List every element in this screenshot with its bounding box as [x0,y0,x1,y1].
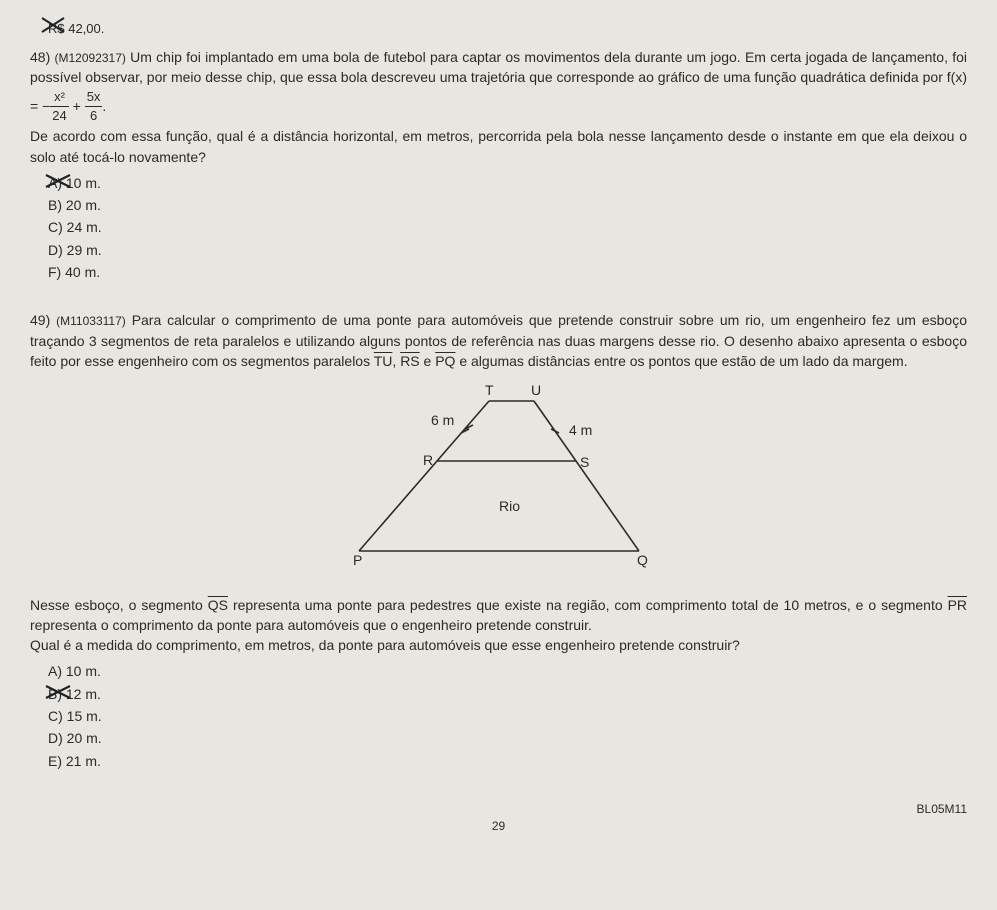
q48-frac1: x²24 [50,88,68,127]
seg-tu: TU [374,353,393,369]
q49-choice-b-label: B) 12 m. [48,686,101,702]
seg-pr: PR [948,597,967,613]
label-r: R [423,452,433,468]
q49-text2: Nesse esboço, o segmento QS representa u… [30,595,967,636]
q48-choice-c: C) 24 m. [48,217,967,237]
q48-choice-b: B) 20 m. [48,195,967,215]
frac2-bot: 6 [85,107,103,126]
label-4m: 4 m [569,422,592,438]
seg-qs: QS [208,597,228,613]
q49-choices: A) 10 m. B) 12 m. C) 15 m. D) 20 m. E) 2… [48,661,967,770]
q48-plus: + [69,98,85,114]
seg-rs: RS [400,353,419,369]
q49-body-b: e algumas distâncias entre os pontos que… [459,353,907,369]
q49-choice-b: B) 12 m. [48,684,967,704]
q48-choices: A) 10 m. B) 20 m. C) 24 m. D) 29 m. F) 4… [48,173,967,282]
q49-body-d: representa uma ponte para pedestres que … [233,597,948,613]
q49-choice-c: C) 15 m. [48,706,967,726]
label-u: U [531,382,541,398]
label-6m: 6 m [431,412,454,428]
frac1-bot: 24 [50,107,68,126]
q48-text: 48) (M12092317) Um chip foi implantado e… [30,47,967,126]
q49-body-e: representa o comprimento da ponte para a… [30,617,592,633]
label-q: Q [637,552,648,568]
q48-body-a: Um chip foi implantado em uma bola de fu… [30,49,967,85]
q49-choice-a: A) 10 m. [48,661,967,681]
seg-pq: PQ [435,353,455,369]
label-p: P [353,552,362,568]
q49-text: 49) (M11033117) Para calcular o comprime… [30,310,967,371]
q49-number: 49) [30,312,50,328]
question-49: 49) (M11033117) Para calcular o comprime… [30,310,967,771]
q49-choice-e: E) 21 m. [48,751,967,771]
q48-choice-a-strike: A) 10 m. [48,173,101,193]
footer-code: BL05M11 [30,801,967,818]
q48-body-b: De acordo com essa função, qual é a dist… [30,126,967,167]
price-struck: R$ 42,00. [48,20,967,39]
q49-code: (M11033117) [56,314,126,328]
page-number: 29 [30,818,967,835]
frac1-top: x² [50,88,68,108]
frac2-top: 5x [85,88,103,108]
q48-number: 48) [30,49,50,65]
q48-choice-d: D) 29 m. [48,240,967,260]
q48-period: . [102,98,106,114]
q49-body-c: Nesse esboço, o segmento [30,597,208,613]
q48-code: (M12092317) [55,51,126,65]
q49-body-f: Qual é a medida do comprimento, em metro… [30,635,967,655]
q48-frac2: 5x6 [85,88,103,127]
q48-choice-a: A) 10 m. [48,173,967,193]
question-48: 48) (M12092317) Um chip foi implantado e… [30,47,967,282]
q48-choice-f: F) 40 m. [48,262,967,282]
q48-choice-a-label: A) 10 m. [48,175,101,191]
label-t: T [485,382,494,398]
label-rio: Rio [499,498,520,514]
q49-diagram: P Q R S T U Rio 6 m 4 m [30,381,967,576]
q49-choice-b-strike: B) 12 m. [48,684,101,704]
q49-choice-d: D) 20 m. [48,728,967,748]
trapezoid-svg: P Q R S T U Rio 6 m 4 m [319,381,679,571]
label-s: S [580,454,589,470]
